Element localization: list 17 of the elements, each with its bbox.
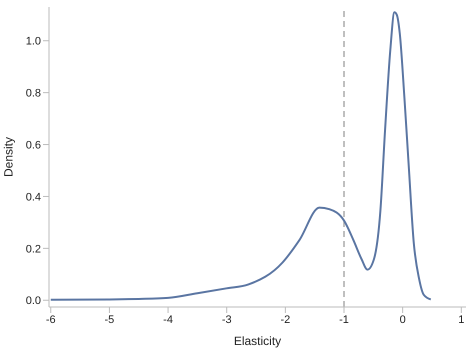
y-axis-title: Density xyxy=(1,136,16,178)
x-tick-label: -3 xyxy=(222,314,232,326)
line-series xyxy=(50,11,432,301)
y-tick-label: 0.6 xyxy=(26,139,41,152)
x-tick-label: -6 xyxy=(46,314,56,326)
x-tick-label: -1 xyxy=(339,314,349,326)
x-tick-label: 1 xyxy=(458,314,464,326)
y-tick-label: 0.0 xyxy=(26,295,41,308)
y-tick-label: 0.4 xyxy=(26,191,41,204)
x-tick-label: -2 xyxy=(280,314,290,326)
x-tick-label: -5 xyxy=(104,314,114,326)
x-tick-label: -4 xyxy=(163,314,173,326)
y-tick-label: 1.0 xyxy=(26,36,41,48)
x-axis-title: Elasticity xyxy=(234,334,282,348)
y-tick-label: 0.8 xyxy=(26,88,41,100)
x-tick-label: 0 xyxy=(400,314,406,326)
y-tick-label: 0.2 xyxy=(26,243,41,256)
